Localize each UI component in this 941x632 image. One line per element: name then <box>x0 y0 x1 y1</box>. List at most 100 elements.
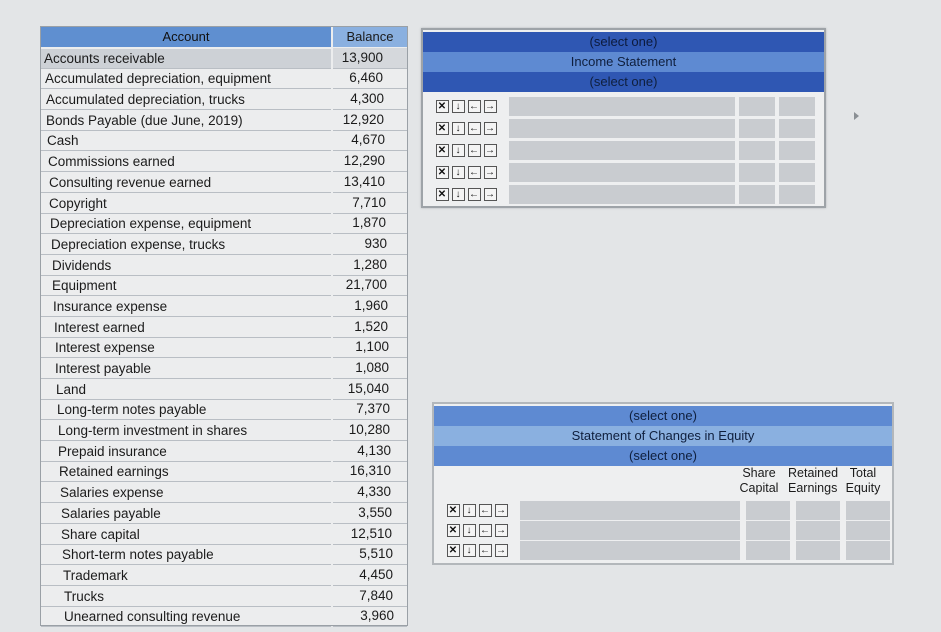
delete-line-icon[interactable]: ✕ <box>435 121 449 135</box>
account-row[interactable]: Interest payable 1,080 <box>41 358 407 379</box>
total-equity-input[interactable] <box>846 540 890 560</box>
company-select[interactable]: (select one) <box>423 32 824 52</box>
move-down-icon[interactable]: ↓ <box>451 121 465 135</box>
indent-icon[interactable]: → <box>483 143 497 157</box>
account-name: Accumulated depreciation, equipment <box>41 69 331 90</box>
delete-line-icon[interactable]: ✕ <box>446 543 460 557</box>
account-balance: 12,510 <box>333 524 407 545</box>
line-label-input[interactable] <box>520 540 740 560</box>
line-total-input[interactable] <box>779 140 815 160</box>
period-select[interactable]: (select one) <box>434 446 892 466</box>
line-label-input[interactable] <box>509 140 735 160</box>
account-row[interactable]: Accounts receivable 13,900 <box>41 47 407 69</box>
outdent-icon[interactable]: ← <box>467 165 481 179</box>
delete-line-icon[interactable]: ✕ <box>446 503 460 517</box>
outdent-icon[interactable]: ← <box>467 121 481 135</box>
account-row[interactable]: Accumulated depreciation, equipment 6,460 <box>41 69 407 90</box>
account-row[interactable]: Commissions earned 12,290 <box>41 151 407 173</box>
account-name: Trademark <box>41 566 331 586</box>
line-label-input[interactable] <box>520 520 740 540</box>
line-amount-input[interactable] <box>739 118 775 138</box>
account-row[interactable]: Consulting revenue earned 13,410 <box>41 172 407 193</box>
account-row[interactable]: Salaries payable 3,550 <box>41 503 407 524</box>
outdent-icon[interactable]: ← <box>478 543 492 557</box>
account-row[interactable]: Cash 4,670 <box>41 131 407 152</box>
share-capital-input[interactable] <box>746 540 790 560</box>
delete-line-icon[interactable]: ✕ <box>435 165 449 179</box>
line-amount-input[interactable] <box>739 96 775 116</box>
indent-icon[interactable]: → <box>483 165 497 179</box>
retained-earnings-input[interactable] <box>796 520 840 540</box>
delete-line-icon[interactable]: ✕ <box>435 187 449 201</box>
share-capital-input[interactable] <box>746 500 790 520</box>
company-select[interactable]: (select one) <box>434 406 892 426</box>
move-down-icon[interactable]: ↓ <box>462 503 476 517</box>
outdent-icon[interactable]: ← <box>478 503 492 517</box>
outdent-icon[interactable]: ← <box>467 143 481 157</box>
account-balance: 1,080 <box>333 358 407 379</box>
period-select[interactable]: (select one) <box>423 72 824 92</box>
move-down-icon[interactable]: ↓ <box>451 99 465 113</box>
line-amount-input[interactable] <box>739 162 775 182</box>
account-row[interactable]: Long-term investment in shares 10,280 <box>41 420 407 442</box>
account-row[interactable]: Retained earnings 16,310 <box>41 462 407 483</box>
account-row[interactable]: Equipment 21,700 <box>41 276 407 297</box>
line-total-input[interactable] <box>779 184 815 204</box>
line-total-input[interactable] <box>779 118 815 138</box>
delete-line-icon[interactable]: ✕ <box>435 99 449 113</box>
account-row[interactable]: Copyright 7,710 <box>41 193 407 214</box>
indent-icon[interactable]: → <box>494 523 508 537</box>
move-down-icon[interactable]: ↓ <box>462 523 476 537</box>
indent-icon[interactable]: → <box>483 99 497 113</box>
line-total-input[interactable] <box>779 162 815 182</box>
line-label-input[interactable] <box>509 118 735 138</box>
share-capital-input[interactable] <box>746 520 790 540</box>
line-amount-input[interactable] <box>739 140 775 160</box>
account-row[interactable]: Accumulated depreciation, trucks 4,300 <box>41 89 407 111</box>
account-row[interactable]: Short-term notes payable 5,510 <box>41 545 407 566</box>
indent-icon[interactable]: → <box>494 503 508 517</box>
indent-icon[interactable]: → <box>483 121 497 135</box>
account-name: Short-term notes payable <box>41 545 331 566</box>
retained-earnings-input[interactable] <box>796 500 840 520</box>
line-label-input[interactable] <box>509 162 735 182</box>
total-equity-input[interactable] <box>846 520 890 540</box>
move-down-icon[interactable]: ↓ <box>462 543 476 557</box>
account-balance: 4,450 <box>333 565 407 586</box>
account-row[interactable]: Insurance expense 1,960 <box>41 296 407 317</box>
line-label-input[interactable] <box>509 184 735 204</box>
line-label-input[interactable] <box>509 96 735 116</box>
account-row[interactable]: Long-term notes payable 7,370 <box>41 400 407 421</box>
line-label-input[interactable] <box>520 500 740 520</box>
account-balance: 1,870 <box>333 213 407 235</box>
delete-line-icon[interactable]: ✕ <box>446 523 460 537</box>
account-row[interactable]: Trucks 7,840 <box>41 586 407 607</box>
account-row[interactable]: Salaries expense 4,330 <box>41 482 407 504</box>
line-controls: ✕ ↓ ← → <box>423 187 509 201</box>
account-row[interactable]: Dividends 1,280 <box>41 255 407 276</box>
account-row[interactable]: Depreciation expense, trucks 930 <box>41 234 407 255</box>
account-name: Cash <box>41 131 331 152</box>
account-row[interactable]: Bonds Payable (due June, 2019) 12,920 <box>41 110 407 131</box>
account-row[interactable]: Unearned consulting revenue 3,960 <box>41 607 407 628</box>
move-down-icon[interactable]: ↓ <box>451 143 465 157</box>
account-row[interactable]: Prepaid insurance 4,130 <box>41 441 407 462</box>
account-row[interactable]: Trademark 4,450 <box>41 565 407 586</box>
line-total-input[interactable] <box>779 96 815 116</box>
delete-line-icon[interactable]: ✕ <box>435 143 449 157</box>
move-down-icon[interactable]: ↓ <box>451 165 465 179</box>
indent-icon[interactable]: → <box>483 187 497 201</box>
retained-earnings-input[interactable] <box>796 540 840 560</box>
account-row[interactable]: Share capital 12,510 <box>41 524 407 545</box>
outdent-icon[interactable]: ← <box>478 523 492 537</box>
total-equity-input[interactable] <box>846 500 890 520</box>
outdent-icon[interactable]: ← <box>467 187 481 201</box>
move-down-icon[interactable]: ↓ <box>451 187 465 201</box>
line-amount-input[interactable] <box>739 184 775 204</box>
account-row[interactable]: Interest earned 1,520 <box>41 317 407 338</box>
account-row[interactable]: Land 15,040 <box>41 379 407 400</box>
indent-icon[interactable]: → <box>494 543 508 557</box>
outdent-icon[interactable]: ← <box>467 99 481 113</box>
account-row[interactable]: Depreciation expense, equipment 1,870 <box>41 214 407 235</box>
account-row[interactable]: Interest expense 1,100 <box>41 338 407 359</box>
